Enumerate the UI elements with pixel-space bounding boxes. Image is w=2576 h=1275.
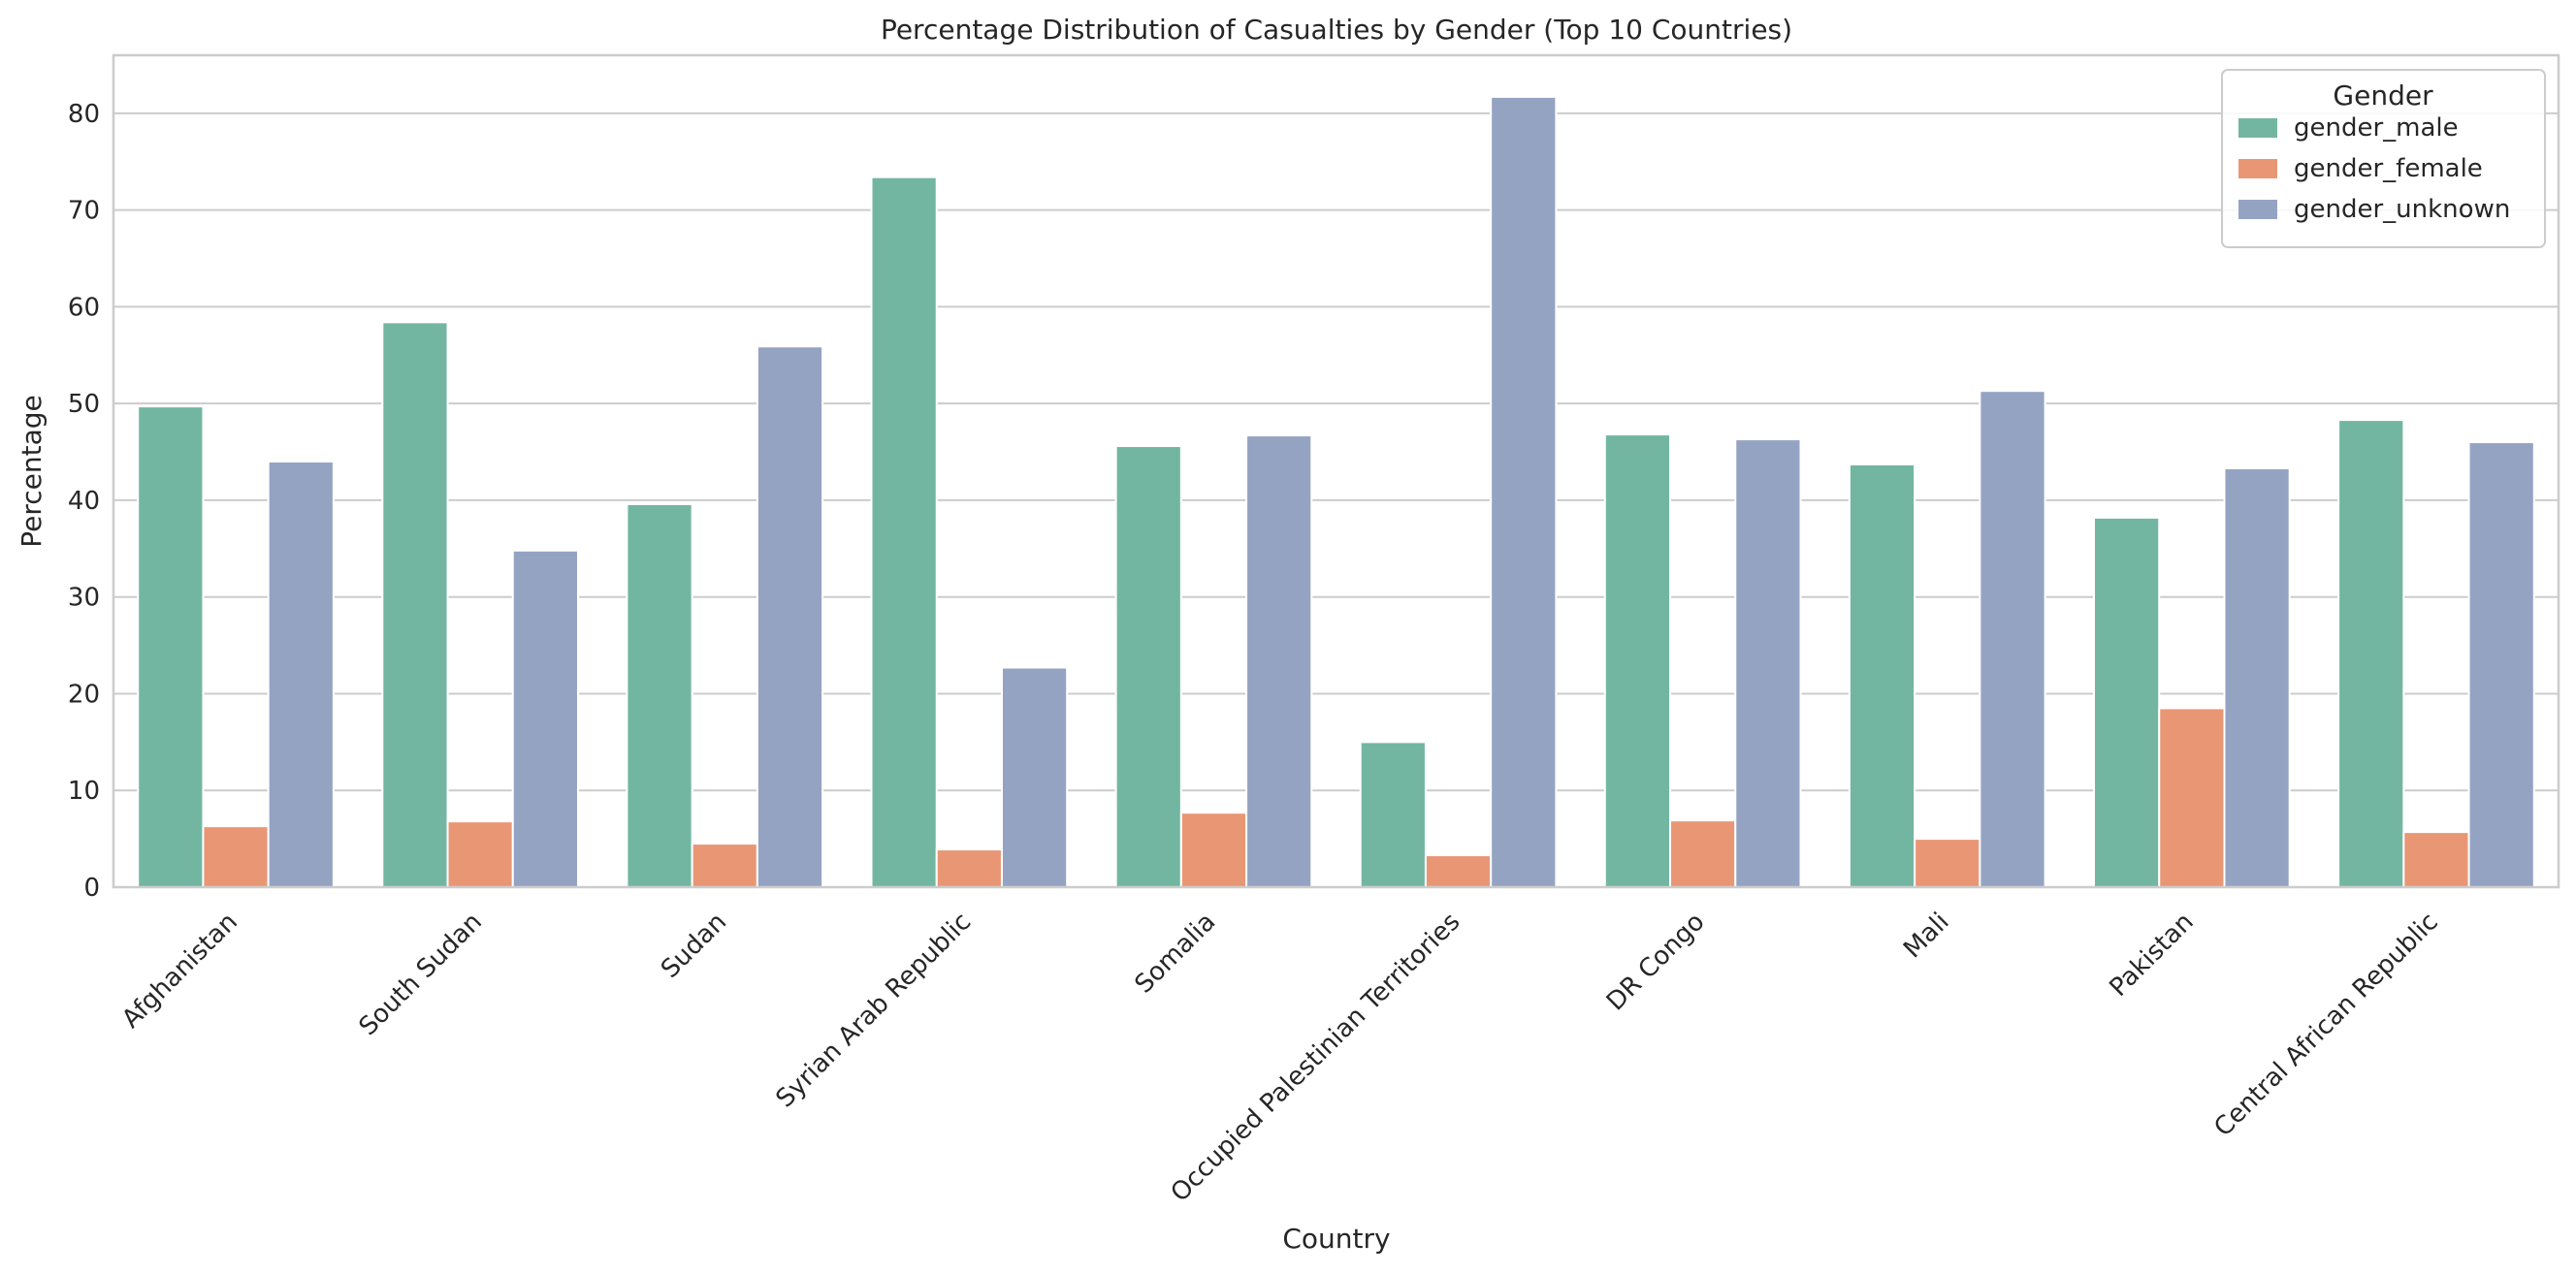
bar-gender_female <box>1669 819 1737 888</box>
x-tick-label: Syrian Arab Republic <box>771 908 978 1114</box>
x-tick-label: Mali <box>1898 908 1955 965</box>
y-tick-label: 40 <box>68 487 100 516</box>
legend-label: gender_female <box>2294 154 2483 183</box>
bar-gender_female <box>1179 812 1248 889</box>
plot-frame <box>112 53 2560 889</box>
bar-gender_male <box>870 175 938 888</box>
bar-gender_unknown <box>1000 666 1069 888</box>
bar-gender_male <box>626 502 693 889</box>
bar-gender_male <box>1603 433 1672 888</box>
bar-gender_male <box>2337 419 2405 888</box>
bar-gender_unknown <box>2223 467 2291 888</box>
bar-gender_female <box>691 843 758 889</box>
bar-gender_female <box>2402 831 2470 889</box>
legend-items: gender_male gender_female gender_unknown <box>2238 113 2510 224</box>
bar-gender_female <box>1914 838 1981 888</box>
bars <box>137 95 2535 889</box>
legend-title: Gender <box>2333 80 2433 112</box>
legend-label: gender_unknown <box>2294 195 2510 224</box>
legend: Gender gender_male gender_female gender_un… <box>2221 69 2546 248</box>
bar-gender_male <box>1359 741 1427 888</box>
x-tick-label: Afghanistan <box>116 908 243 1035</box>
legend-swatch <box>2238 118 2277 138</box>
bar-gender_unknown <box>1734 438 1802 888</box>
y-tick-label: 20 <box>68 680 100 709</box>
y-tick-labels: 0 10 20 30 40 50 60 70 80 <box>68 100 100 903</box>
x-tick-label: DR Congo <box>1601 908 1711 1017</box>
x-tick-label: South Sudan <box>354 908 488 1041</box>
bar-gender_unknown <box>1245 434 1313 888</box>
x-tick-label: Sudan <box>656 908 732 984</box>
y-axis-label: Percentage <box>16 395 48 548</box>
bar-gender_unknown <box>1490 95 1558 888</box>
bar-gender_unknown <box>1979 390 2046 888</box>
legend-label: gender_male <box>2294 113 2459 143</box>
x-tick-label: Pakistan <box>2105 908 2200 1003</box>
bar-gender_unknown <box>267 461 335 888</box>
chart-title: Percentage Distribution of Casualties by… <box>881 14 1792 46</box>
x-axis-label: Country <box>1282 1223 1390 1255</box>
legend-box <box>2221 69 2546 248</box>
y-tick-label: 80 <box>68 100 100 129</box>
y-tick-label: 50 <box>68 390 100 419</box>
bar-gender_male <box>1114 445 1182 888</box>
y-tick-label: 60 <box>68 293 100 322</box>
bar-gender_female <box>446 820 514 888</box>
x-tick-label: Central African Republic <box>2208 908 2444 1143</box>
bar-gender_female <box>935 848 1003 888</box>
y-tick-label: 0 <box>83 874 100 903</box>
bar-gender_male <box>1848 463 1916 888</box>
bar-gender_female <box>2158 707 2226 888</box>
bar-gender_female <box>1424 854 1493 888</box>
legend-swatch <box>2238 159 2277 178</box>
bar-gender_unknown <box>756 345 824 888</box>
bar-gender_female <box>202 825 270 888</box>
bar-gender_male <box>137 405 205 888</box>
x-tick-label: Somalia <box>1130 908 1222 1000</box>
y-tick-label: 70 <box>68 197 100 226</box>
bar-gender_unknown <box>2467 441 2535 888</box>
x-tick-labels: Afghanistan South Sudan Sudan Syrian Arab R… <box>116 908 2444 1208</box>
bar-gender_male <box>2093 516 2161 888</box>
grid-lines <box>113 112 2559 792</box>
legend-swatch <box>2238 200 2277 219</box>
y-tick-label: 30 <box>68 584 100 613</box>
y-tick-label: 10 <box>68 777 100 806</box>
x-tick-label: Occupied Palestinian Territories <box>1166 908 1466 1208</box>
bar-gender_unknown <box>511 549 579 889</box>
bar-gender_male <box>381 321 449 888</box>
